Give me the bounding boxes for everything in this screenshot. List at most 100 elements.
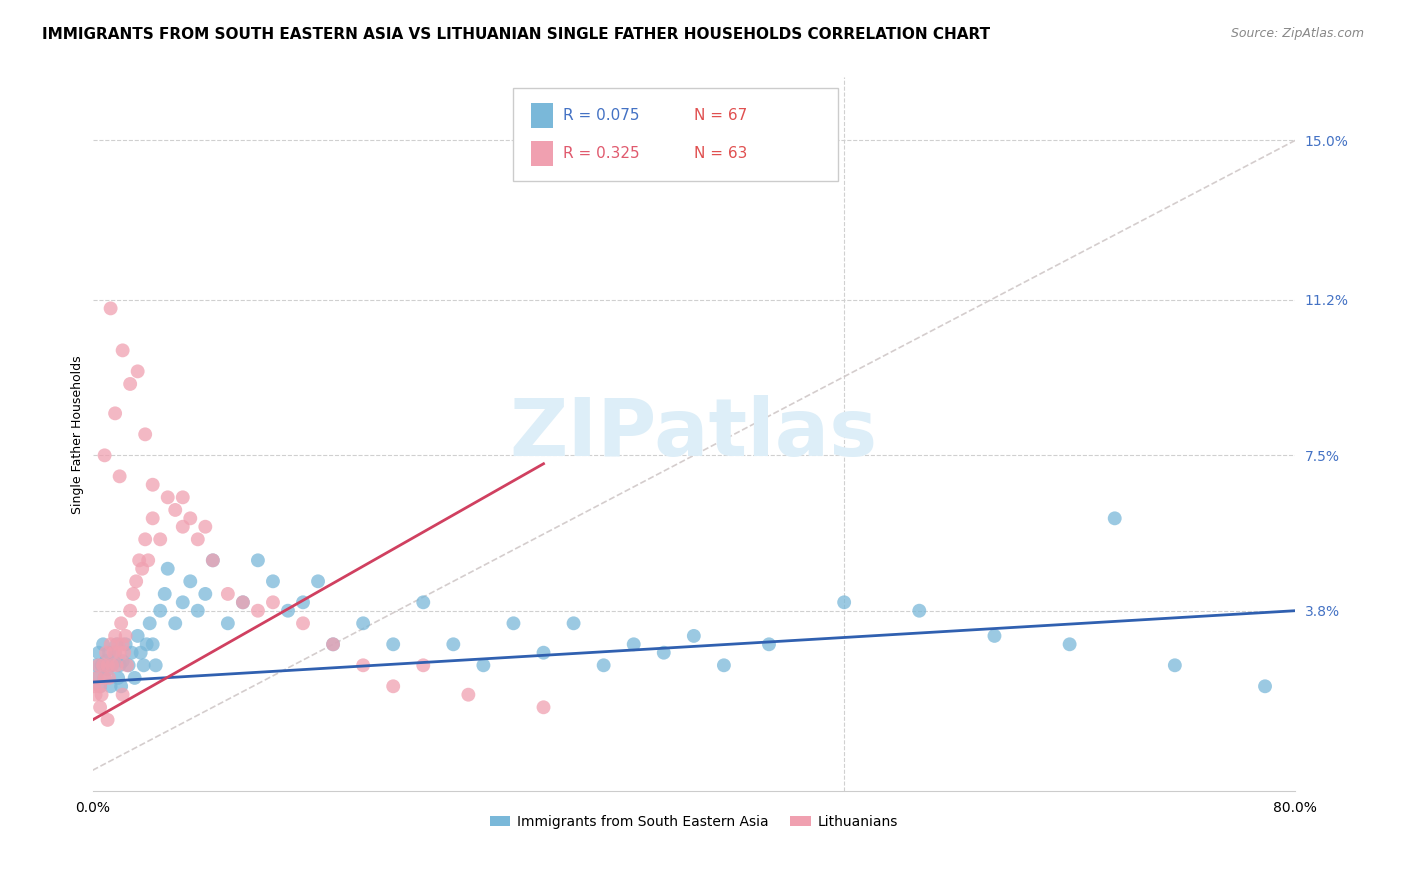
Point bbox=[104, 406, 127, 420]
Point bbox=[1164, 658, 1187, 673]
Point bbox=[307, 574, 329, 589]
Bar bbox=[531, 141, 553, 166]
Point bbox=[908, 604, 931, 618]
Text: R = 0.325: R = 0.325 bbox=[562, 146, 640, 161]
Point bbox=[120, 376, 142, 391]
Point bbox=[121, 646, 143, 660]
Point bbox=[134, 533, 156, 547]
Point bbox=[232, 595, 254, 609]
Text: N = 63: N = 63 bbox=[693, 146, 747, 161]
Point bbox=[90, 658, 112, 673]
Point bbox=[87, 646, 110, 660]
Point bbox=[562, 616, 585, 631]
Point bbox=[98, 671, 121, 685]
Point bbox=[201, 553, 224, 567]
Point bbox=[100, 301, 122, 316]
Point bbox=[457, 688, 479, 702]
Point bbox=[194, 587, 217, 601]
Point bbox=[108, 658, 131, 673]
Point bbox=[153, 587, 176, 601]
Point bbox=[149, 533, 172, 547]
Point bbox=[1104, 511, 1126, 525]
Point bbox=[90, 688, 112, 702]
Point bbox=[179, 511, 201, 525]
Point bbox=[172, 520, 194, 534]
Point bbox=[187, 604, 209, 618]
Point bbox=[83, 679, 105, 693]
Point bbox=[142, 477, 165, 491]
Point bbox=[108, 469, 131, 483]
Point bbox=[533, 700, 555, 714]
Point bbox=[352, 658, 374, 673]
Point bbox=[89, 700, 111, 714]
Point bbox=[89, 679, 111, 693]
Point bbox=[97, 713, 120, 727]
Point bbox=[127, 364, 149, 378]
Point bbox=[232, 595, 254, 609]
Point bbox=[145, 658, 167, 673]
Point bbox=[187, 533, 209, 547]
Point bbox=[322, 637, 344, 651]
Point bbox=[832, 595, 855, 609]
Point bbox=[104, 646, 127, 660]
Point bbox=[111, 688, 134, 702]
Point bbox=[98, 646, 121, 660]
Point bbox=[382, 679, 405, 693]
Point bbox=[103, 646, 125, 660]
Point bbox=[87, 658, 110, 673]
Point bbox=[246, 604, 269, 618]
Point bbox=[382, 637, 405, 651]
Point bbox=[533, 646, 555, 660]
Point bbox=[156, 562, 179, 576]
Text: R = 0.075: R = 0.075 bbox=[562, 108, 640, 123]
Point bbox=[84, 688, 107, 702]
Point bbox=[135, 637, 157, 651]
Point bbox=[94, 654, 117, 668]
Point bbox=[127, 629, 149, 643]
Point bbox=[262, 574, 284, 589]
Point bbox=[128, 553, 150, 567]
Point bbox=[441, 637, 464, 651]
Point bbox=[100, 637, 122, 651]
Point bbox=[114, 637, 136, 651]
Point bbox=[194, 520, 217, 534]
Point bbox=[105, 637, 128, 651]
Point bbox=[94, 646, 117, 660]
Text: IMMIGRANTS FROM SOUTH EASTERN ASIA VS LITHUANIAN SINGLE FATHER HOUSEHOLDS CORREL: IMMIGRANTS FROM SOUTH EASTERN ASIA VS LI… bbox=[42, 27, 990, 42]
Point bbox=[101, 658, 124, 673]
Point bbox=[165, 503, 187, 517]
Text: N = 67: N = 67 bbox=[693, 108, 747, 123]
Point bbox=[97, 663, 120, 677]
Point bbox=[112, 646, 135, 660]
Point bbox=[142, 637, 165, 651]
Point bbox=[118, 658, 141, 673]
Y-axis label: Single Father Households: Single Father Households bbox=[72, 355, 84, 514]
Point bbox=[111, 343, 134, 358]
Point bbox=[97, 658, 120, 673]
Point bbox=[156, 491, 179, 505]
Point bbox=[277, 604, 299, 618]
FancyBboxPatch shape bbox=[513, 88, 838, 181]
Point bbox=[201, 553, 224, 567]
Point bbox=[110, 679, 132, 693]
Point bbox=[110, 616, 132, 631]
Point bbox=[100, 679, 122, 693]
Point bbox=[322, 637, 344, 651]
Point bbox=[124, 671, 146, 685]
Point bbox=[758, 637, 780, 651]
Point bbox=[104, 629, 127, 643]
Bar bbox=[531, 103, 553, 128]
Point bbox=[129, 646, 152, 660]
Point bbox=[107, 671, 129, 685]
Point bbox=[472, 658, 495, 673]
Point bbox=[93, 448, 115, 462]
Point bbox=[138, 616, 160, 631]
Point bbox=[108, 646, 131, 660]
Point bbox=[502, 616, 524, 631]
Point bbox=[142, 511, 165, 525]
Point bbox=[86, 671, 108, 685]
Point bbox=[172, 595, 194, 609]
Point bbox=[983, 629, 1005, 643]
Point bbox=[246, 553, 269, 567]
Point bbox=[1254, 679, 1277, 693]
